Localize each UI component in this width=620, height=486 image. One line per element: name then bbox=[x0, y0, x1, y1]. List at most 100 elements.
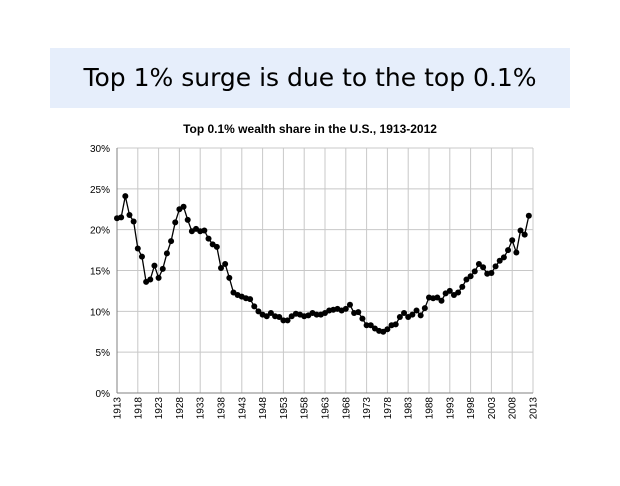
data-point bbox=[346, 301, 353, 308]
data-point bbox=[475, 260, 482, 267]
data-point bbox=[276, 314, 283, 321]
data-point bbox=[218, 265, 224, 272]
data-point bbox=[355, 309, 362, 316]
data-point bbox=[496, 257, 503, 264]
x-tick-label: 1973 bbox=[362, 397, 373, 420]
data-point bbox=[134, 245, 141, 252]
data-point bbox=[168, 238, 175, 245]
y-tick-label: 0% bbox=[96, 389, 111, 400]
data-point bbox=[284, 317, 291, 324]
data-point bbox=[180, 203, 187, 210]
x-tick-label: 1938 bbox=[217, 397, 228, 420]
data-point bbox=[509, 237, 516, 244]
x-tick-label: 1928 bbox=[175, 397, 186, 420]
data-point bbox=[159, 265, 166, 272]
data-point bbox=[130, 218, 137, 225]
chart-axes bbox=[116, 148, 533, 394]
data-point bbox=[267, 309, 274, 316]
y-tick-label: 15% bbox=[90, 267, 110, 278]
data-point bbox=[342, 305, 349, 312]
data-point bbox=[459, 283, 466, 290]
data-point bbox=[205, 235, 212, 242]
data-point bbox=[471, 268, 478, 275]
data-point bbox=[172, 219, 179, 226]
slide-title: Top 1% surge is due to the top 0.1% bbox=[83, 63, 537, 92]
data-point bbox=[151, 262, 158, 269]
x-tick-label: 1968 bbox=[341, 397, 352, 420]
data-point bbox=[421, 305, 428, 312]
data-point bbox=[163, 250, 170, 257]
data-point bbox=[455, 289, 462, 296]
data-point bbox=[184, 216, 191, 223]
data-point bbox=[247, 296, 254, 303]
data-point bbox=[147, 276, 154, 283]
data-point bbox=[434, 294, 441, 301]
data-point bbox=[313, 311, 320, 318]
series-points bbox=[114, 193, 532, 335]
data-point bbox=[263, 313, 270, 320]
data-point bbox=[155, 274, 162, 281]
data-point bbox=[280, 317, 287, 324]
data-point bbox=[521, 231, 528, 238]
data-point bbox=[513, 249, 520, 256]
data-point bbox=[417, 312, 424, 319]
data-point bbox=[392, 321, 399, 328]
data-point bbox=[122, 193, 129, 200]
data-point bbox=[463, 276, 470, 283]
chart-grid bbox=[116, 147, 534, 393]
data-point bbox=[488, 269, 495, 276]
data-point bbox=[413, 307, 420, 314]
chart-title: Top 0.1% wealth share in the U.S., 1913-… bbox=[183, 122, 437, 136]
x-tick-label: 2008 bbox=[508, 397, 519, 420]
x-tick-label: 1913 bbox=[113, 397, 124, 420]
data-point bbox=[255, 308, 262, 315]
title-banner: Top 1% surge is due to the top 0.1% bbox=[50, 48, 570, 108]
data-point bbox=[251, 303, 258, 310]
x-axis-tick-labels: 1913 1918 1923 1928 1933 1938 1943 1948 1953 1958… bbox=[113, 397, 540, 420]
x-tick-label: 1978 bbox=[383, 397, 394, 420]
data-point bbox=[363, 322, 370, 329]
x-tick-label: 1943 bbox=[237, 397, 248, 420]
y-tick-label: 25% bbox=[90, 185, 110, 196]
data-point bbox=[359, 315, 366, 322]
data-point bbox=[409, 311, 416, 318]
x-tick-label: 1988 bbox=[425, 397, 436, 420]
y-axis-tick-labels: 0% 5% 10% 15% 20% 25% 30% bbox=[90, 144, 110, 400]
data-point bbox=[201, 227, 208, 234]
data-point bbox=[226, 274, 233, 281]
data-point bbox=[492, 263, 499, 270]
y-tick-label: 10% bbox=[90, 307, 110, 318]
data-point bbox=[438, 297, 445, 304]
data-point bbox=[517, 227, 524, 234]
data-point bbox=[126, 211, 133, 218]
x-tick-label: 1933 bbox=[196, 397, 207, 420]
x-tick-label: 1953 bbox=[279, 397, 290, 420]
x-tick-label: 2013 bbox=[529, 397, 540, 420]
data-point bbox=[480, 264, 487, 271]
data-point bbox=[446, 287, 453, 294]
data-point bbox=[384, 326, 391, 333]
data-point bbox=[467, 273, 474, 280]
y-tick-label: 30% bbox=[90, 144, 110, 155]
data-point bbox=[525, 212, 532, 219]
x-tick-label: 1998 bbox=[466, 397, 477, 420]
y-tick-label: 20% bbox=[90, 226, 110, 237]
x-tick-label: 1983 bbox=[404, 397, 415, 420]
x-tick-label: 1958 bbox=[300, 397, 311, 420]
x-tick-label: 1993 bbox=[445, 397, 456, 420]
x-tick-label: 1948 bbox=[258, 397, 269, 420]
data-point bbox=[401, 309, 408, 316]
x-tick-label: 1918 bbox=[133, 397, 144, 420]
x-tick-label: 1963 bbox=[321, 397, 332, 420]
data-point bbox=[138, 253, 145, 260]
data-point bbox=[118, 214, 125, 221]
data-point bbox=[500, 254, 507, 261]
data-point bbox=[213, 243, 220, 250]
x-tick-label: 2003 bbox=[487, 397, 498, 420]
data-point bbox=[396, 314, 403, 321]
data-point bbox=[505, 247, 512, 254]
y-tick-label: 5% bbox=[96, 348, 111, 359]
data-point bbox=[367, 322, 374, 329]
x-tick-label: 1923 bbox=[154, 397, 165, 420]
